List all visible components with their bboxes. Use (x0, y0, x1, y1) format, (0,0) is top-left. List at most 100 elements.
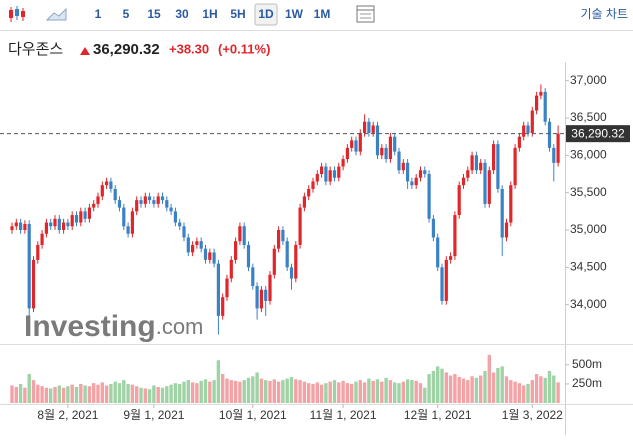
volume-bar (539, 376, 543, 403)
volume-bar (388, 380, 393, 403)
candle-body (431, 218, 435, 238)
tech-chart-link[interactable]: 기술 차트 (581, 7, 629, 21)
volume-bar (345, 383, 350, 403)
volume-bar (117, 383, 122, 403)
candle-body (470, 155, 474, 171)
volume-bar (315, 382, 319, 403)
volume-bar (552, 375, 556, 403)
area-icon[interactable] (45, 7, 67, 21)
volume-bar (272, 379, 276, 403)
volume-bar (190, 382, 195, 403)
interval-button[interactable]: 5H (230, 7, 245, 21)
volume-bar (470, 376, 474, 403)
candle-body (423, 170, 427, 174)
candle-body (169, 207, 173, 212)
watermark-logo: Investing.com (24, 310, 203, 343)
candle-body (397, 151, 401, 171)
table-icon[interactable] (356, 5, 375, 23)
candle-body (126, 226, 130, 234)
candle-body (122, 207, 126, 227)
volume-bar (10, 385, 14, 403)
volume-bar (466, 380, 470, 403)
candle-body (289, 267, 294, 279)
volume-bar (319, 384, 324, 403)
volume-bar (238, 381, 242, 403)
volume-bar (49, 388, 53, 403)
candle-body (31, 259, 36, 309)
candle-body (255, 286, 259, 309)
volume-bar (354, 381, 358, 403)
volume-bar (135, 386, 139, 403)
volume-bar (337, 382, 341, 403)
candle-body (139, 200, 143, 204)
volume-bar (251, 376, 255, 403)
volume-bar (427, 374, 431, 403)
volume-bar (208, 381, 212, 403)
volume-bar (397, 383, 401, 403)
interval-button[interactable]: 1H (202, 7, 217, 21)
candle-icon[interactable] (9, 6, 25, 22)
candle-body (53, 218, 57, 227)
candle-body (173, 211, 177, 223)
volume-bar (165, 386, 169, 403)
interval-button[interactable]: 1W (285, 7, 304, 21)
y-tick-label: 34,500 (570, 260, 607, 274)
candle-body (466, 170, 470, 178)
candle-body (229, 259, 233, 279)
volume-bar (444, 372, 448, 403)
candle-body (208, 252, 212, 260)
candle-body (14, 222, 18, 227)
volume-bar (423, 387, 427, 403)
candle-body (414, 177, 418, 186)
volume-bar (289, 377, 294, 403)
candle-body (354, 140, 358, 152)
x-tick-label: 11월 1, 2021 (310, 408, 377, 422)
candle-body (302, 196, 306, 208)
volume-bar (31, 380, 36, 403)
volume-bar (14, 386, 18, 403)
volume-bar (268, 380, 272, 403)
candle-body (264, 289, 268, 301)
y-tick-label: 36,000 (570, 148, 607, 162)
candle-body (526, 125, 530, 133)
candle-body (221, 297, 225, 316)
y-tick-label: 35,000 (570, 222, 607, 236)
volume-bar (380, 381, 384, 403)
candle-body (148, 196, 152, 201)
volume-bar (375, 379, 380, 403)
candle-body (92, 203, 96, 208)
interval-button[interactable]: 1D (258, 7, 274, 21)
candle-body (156, 196, 160, 204)
interval-button[interactable]: 5 (123, 7, 130, 21)
volume-bar (534, 374, 539, 403)
volume-tick-label: 500m (572, 357, 602, 371)
volume-bar (216, 360, 221, 403)
y-tick-label: 35,500 (570, 185, 607, 199)
volume-bar (547, 370, 552, 403)
interval-button[interactable]: 1M (314, 7, 331, 21)
last-price-tag (566, 125, 630, 143)
candle-body (195, 241, 199, 245)
volume-bar (401, 381, 405, 403)
volume-bar (79, 383, 83, 403)
candle-body (74, 215, 79, 223)
candle-body (393, 136, 397, 152)
candle-body (23, 224, 27, 230)
volume-bar (66, 386, 70, 403)
up-arrow (80, 47, 90, 55)
candle-body (272, 248, 276, 275)
candle-body (453, 215, 457, 257)
interval-button[interactable]: 15 (147, 7, 161, 21)
candle-body (113, 188, 117, 201)
volume-bar (203, 379, 208, 403)
candle-body (320, 166, 324, 174)
interval-button[interactable]: 1 (95, 7, 102, 21)
volume-bar (491, 372, 496, 403)
interval-button[interactable]: 30 (175, 7, 189, 21)
last-price-tag-label: 36,290.32 (571, 126, 625, 140)
volume-bar (410, 380, 414, 403)
volume-bar (126, 383, 130, 403)
candle-body (83, 211, 87, 219)
candle-body (242, 226, 246, 245)
volume-bar (178, 383, 182, 403)
